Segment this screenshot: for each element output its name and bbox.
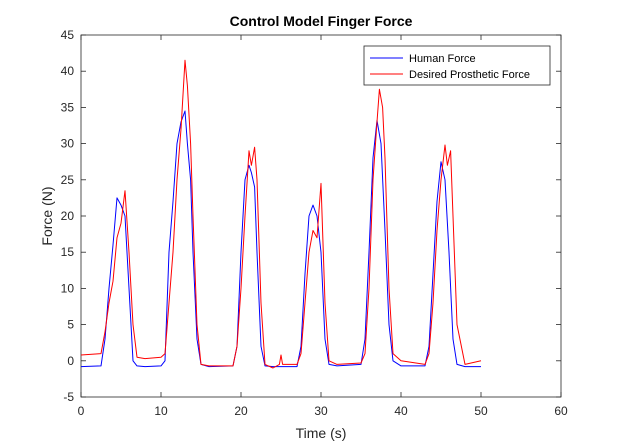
y-tick-label: 0 <box>67 354 74 368</box>
series-line-desired-prosthetic-force <box>80 59 482 369</box>
x-tick-label: 0 <box>78 404 85 418</box>
x-tick-label: 40 <box>394 404 408 418</box>
x-tick-label: 20 <box>234 404 248 418</box>
chart-title: Control Model Finger Force <box>230 13 413 29</box>
y-tick-label: 5 <box>67 318 74 332</box>
y-tick-label: 20 <box>61 209 75 223</box>
legend-box <box>363 45 551 86</box>
y-tick-label: 10 <box>61 281 75 295</box>
y-axis-label: Force (N) <box>39 186 55 245</box>
series-line-human-force <box>80 110 481 368</box>
x-tick-label: 50 <box>474 404 488 418</box>
y-tick-label: 40 <box>61 64 75 78</box>
legend: Human Force Desired Prosthetic Force <box>363 45 551 86</box>
x-tick-label: 60 <box>554 404 568 418</box>
y-tick-label: 25 <box>61 173 75 187</box>
legend-label-desired-prosthetic-force: Desired Prosthetic Force <box>409 69 530 81</box>
plot-area <box>80 34 562 398</box>
x-axis-label: Time (s) <box>296 425 347 441</box>
y-tick-label: 30 <box>61 137 75 151</box>
x-tick-label: 10 <box>154 404 168 418</box>
y-tick-label: 45 <box>61 28 75 42</box>
series-lines <box>80 59 482 369</box>
y-tick-label: -5 <box>63 390 74 404</box>
legend-label-human-force: Human Force <box>409 53 476 65</box>
y-tick-label: 15 <box>61 245 75 259</box>
y-tick-label: 35 <box>61 100 75 114</box>
x-tick-label: 30 <box>314 404 328 418</box>
axis-ticks: 0 10 20 30 40 50 60 -5 0 5 10 15 20 25 30 35 40 45 <box>61 28 568 418</box>
